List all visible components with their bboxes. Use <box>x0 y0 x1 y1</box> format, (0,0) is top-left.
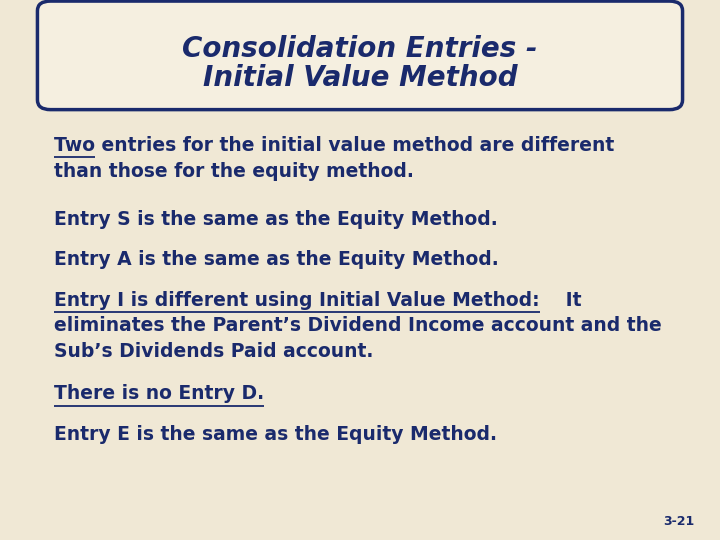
Text: eliminates the Parent’s Dividend Income account and the: eliminates the Parent’s Dividend Income … <box>54 316 662 335</box>
Text: Entry I is different using Initial Value Method:    It: Entry I is different using Initial Value… <box>54 291 582 309</box>
Text: Initial Value Method: Initial Value Method <box>203 64 517 92</box>
Text: Two: Two <box>54 136 95 155</box>
Text: Entry I is different using Initial Value Method:: Entry I is different using Initial Value… <box>54 291 539 309</box>
Text: There is no Entry D.: There is no Entry D. <box>54 384 264 403</box>
Text: Entry A is the same as the Equity Method.: Entry A is the same as the Equity Method… <box>54 250 499 269</box>
Text: than those for the equity method.: than those for the equity method. <box>54 162 414 181</box>
Text: Two entries for the initial value method are different: Two entries for the initial value method… <box>54 136 614 155</box>
Text: Entry E is the same as the Equity Method.: Entry E is the same as the Equity Method… <box>54 425 497 444</box>
FancyBboxPatch shape <box>37 1 683 110</box>
Text: 3-21: 3-21 <box>664 515 695 528</box>
Text: Entry S is the same as the Equity Method.: Entry S is the same as the Equity Method… <box>54 210 498 228</box>
Text: Sub’s Dividends Paid account.: Sub’s Dividends Paid account. <box>54 342 374 361</box>
Text: Consolidation Entries -: Consolidation Entries - <box>182 35 538 63</box>
